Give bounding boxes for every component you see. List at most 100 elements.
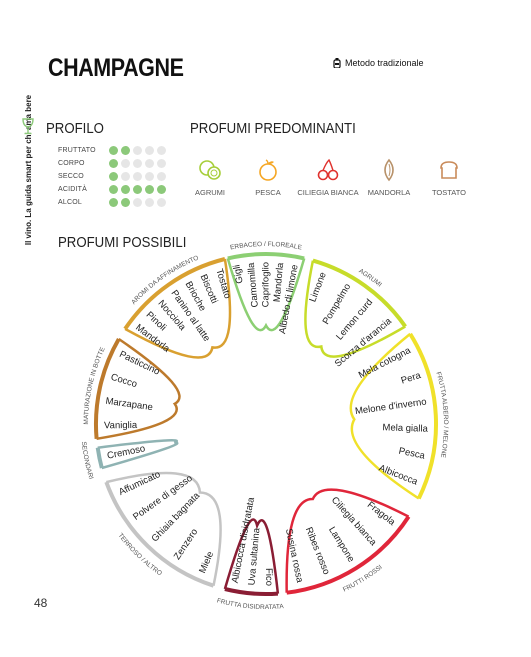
aroma-wheel-item: Marzapane: [105, 396, 154, 414]
category-arc: [104, 481, 215, 588]
rating-dot: [121, 159, 130, 168]
aroma-wheel-item: Miele: [197, 550, 216, 575]
category-connector: [226, 258, 306, 332]
rating-dot: [109, 198, 118, 207]
profile-label: ACIDITÀ: [58, 186, 88, 193]
aroma-wheel-item: Affumicato: [117, 469, 162, 498]
rating-dot: [145, 159, 154, 168]
category-arc: [312, 258, 407, 328]
rating-dot: [157, 146, 166, 155]
category-connector: [124, 258, 232, 359]
aroma-wheel-item: Ribes rosso: [303, 526, 332, 577]
profile-rating: [109, 198, 166, 207]
rating-dot: [145, 146, 154, 155]
category-label: FRUTTI ROSSI: [342, 564, 384, 594]
method-label: Metodo tradizionale: [333, 58, 424, 68]
rating-dot: [157, 159, 166, 168]
aroma-wheel-item: Lampone: [326, 525, 356, 564]
profile-label: CORPO: [58, 160, 85, 167]
aroma-wheel-item: Pera: [400, 370, 423, 387]
category-arc: [95, 447, 104, 469]
aroma-wheel-item: Fico: [263, 568, 274, 586]
profile-rating: [109, 172, 166, 181]
category-arc: [227, 252, 305, 261]
page-title: CHAMPAGNE: [48, 54, 184, 82]
aroma-wheel-item: Zenzero: [172, 527, 200, 562]
rating-dot: [145, 198, 154, 207]
profile-label: ALCOL: [58, 199, 82, 206]
category-connector: [285, 488, 410, 593]
category-arc: [408, 332, 439, 500]
citrus-icon: [199, 160, 221, 180]
aroma-label: MANDORLA: [367, 188, 411, 197]
profile-label: FRUTTATO: [58, 147, 96, 154]
rating-dot: [145, 185, 154, 194]
rating-dot: [145, 172, 154, 181]
aroma-wheel-item: Cocco: [109, 372, 138, 390]
category-arc: [224, 587, 279, 597]
rating-dot: [121, 185, 130, 194]
rating-dot: [133, 198, 142, 207]
toast-icon: [440, 161, 458, 179]
rating-dot: [109, 185, 118, 194]
aroma-wheel-item: Gigli: [231, 264, 245, 285]
rating-dot: [133, 172, 142, 181]
page-number: 48: [34, 596, 48, 610]
rating-dot: [109, 159, 118, 168]
possible-title: PROFUMI POSSIBILI: [58, 234, 187, 251]
category-connector: [349, 332, 420, 500]
aroma-wheel-item: Mandorla: [272, 261, 287, 302]
aroma-wheel-item: Caprifoglio: [261, 262, 272, 307]
profile-title: PROFILO: [46, 120, 104, 137]
category-arc: [123, 257, 226, 331]
aroma-label: AGRUMI: [195, 188, 225, 197]
category-label: SECONDARI: [80, 441, 95, 480]
profile-rating: [109, 159, 166, 168]
aroma-label: CILIEGIA BIANCA: [297, 188, 359, 197]
category-arc: [94, 337, 121, 439]
category-connector: [106, 471, 222, 586]
profile-label: SECCO: [58, 173, 84, 180]
rating-dot: [157, 172, 166, 181]
aroma-label: PESCA: [255, 188, 281, 197]
wine-glass-icon: [22, 118, 34, 135]
category-connector: [96, 337, 181, 441]
category-connector: [304, 260, 406, 358]
aroma-wheel-item: Mela gialla: [382, 422, 428, 434]
peach-icon: [259, 159, 277, 181]
predominant-aroma: TOSTATO: [417, 158, 481, 197]
aroma-wheel-item: Vaniglia: [104, 420, 138, 431]
category-connector: [223, 518, 280, 594]
category-arc: [286, 515, 411, 595]
category-connector: [97, 438, 179, 470]
category-label: ERBACEO / FLOREALE: [230, 241, 303, 252]
category-label: FRUTTA DISIDRATATA: [216, 597, 285, 611]
bottle-icon: [333, 58, 341, 68]
rating-dot: [133, 159, 142, 168]
rating-dot: [121, 198, 130, 207]
rating-dot: [133, 185, 142, 194]
rating-dot: [133, 146, 142, 155]
method-text: Metodo tradizionale: [345, 58, 424, 68]
almond-icon: [384, 158, 394, 182]
rating-dot: [109, 172, 118, 181]
rating-dot: [157, 185, 166, 194]
cherry-icon: [317, 158, 339, 181]
aroma-wheel-item: Pesca: [398, 446, 427, 462]
predominant-aroma: AGRUMI: [178, 158, 242, 197]
rating-dot: [109, 146, 118, 155]
predominant-aroma: PESCA: [236, 158, 300, 197]
predominant-title: PROFUMI PREDOMINANTI: [190, 120, 356, 137]
predominant-aroma: CILIEGIA BIANCA: [296, 158, 360, 197]
rating-dot: [121, 172, 130, 181]
rating-dot: [121, 146, 130, 155]
wheel-category: AROMI DA AFFINAMENTOMandorlaPinoliNoccio…: [123, 255, 233, 359]
predominant-aroma: MANDORLA: [357, 158, 421, 197]
rating-dot: [157, 198, 166, 207]
wheel-category: ERBACEO / FLOREALE Gigli Camomilla Caprifog…: [226, 241, 306, 335]
